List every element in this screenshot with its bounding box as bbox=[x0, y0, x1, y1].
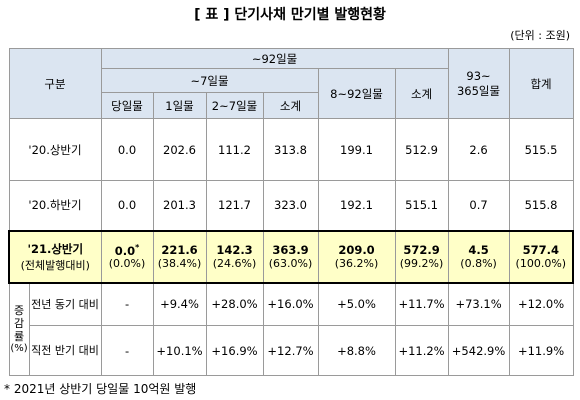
cell: 2.6 bbox=[447, 118, 510, 181]
cell: 4.5 (0.8%) bbox=[447, 229, 510, 284]
header-text: 365일물 bbox=[456, 83, 501, 98]
growth-row: 증감률 (%) 전년 동기 대비 - +9.4% +28.0% +16.0% +5.0% +11… bbox=[8, 282, 574, 376]
table: 구분 ~92일물 93~ 365일물 합계 ~7일물 8~92일물 소계 당일물 1… bbox=[7, 48, 575, 376]
cell: - bbox=[100, 282, 154, 326]
cell: 199.1 bbox=[317, 118, 396, 181]
growth-row: 직전 반기 대비 - +10.1% +16.9% +12.7% +8.8% +11.2% +5… bbox=[9, 325, 574, 376]
header-cell: 93~ 365일물 bbox=[447, 48, 510, 119]
header-cell: ~92일물 bbox=[100, 48, 449, 69]
header-cell: 당일물 bbox=[100, 92, 154, 119]
row-label: '20.하반기 bbox=[8, 180, 102, 231]
cell: +9.4% bbox=[152, 282, 207, 326]
cell: 323.0 bbox=[262, 180, 319, 231]
header-text: 93~ bbox=[466, 68, 491, 83]
cell: +542.9% bbox=[447, 325, 510, 376]
cell-value: 221.6 bbox=[161, 243, 198, 257]
cell: +11.2% bbox=[394, 325, 449, 376]
row-label: '21.상반기 (전체발행대비) bbox=[7, 229, 102, 284]
row: '20.상반기 0.0 202.6 111.2 313.8 199.1 512.9 2.6 51… bbox=[8, 118, 574, 181]
cell: +28.0% bbox=[205, 282, 264, 326]
cell: +12.0% bbox=[508, 282, 574, 326]
cell: 192.1 bbox=[317, 180, 396, 231]
header-cell: ~7일물 bbox=[100, 68, 319, 93]
cell-share: (99.2%) bbox=[399, 257, 444, 270]
cell-value: 577.4 bbox=[522, 243, 559, 257]
cell-value: 4.5 bbox=[468, 243, 489, 257]
cell-share: (0.0%) bbox=[108, 257, 146, 271]
cell: - bbox=[100, 325, 154, 376]
cell: 515.8 bbox=[508, 180, 574, 231]
footnote: * 2021년 상반기 당일물 10억원 발행 bbox=[4, 382, 197, 396]
cell: +73.1% bbox=[447, 282, 510, 326]
cell: 111.2 bbox=[205, 118, 264, 181]
cell: 0.0 bbox=[100, 118, 154, 181]
header-cell: 구분 bbox=[8, 48, 102, 119]
cell: 221.6 (38.4%) bbox=[152, 229, 207, 284]
cell-share: (63.0%) bbox=[268, 257, 313, 270]
cell: 515.1 bbox=[394, 180, 449, 231]
cell-share: (36.2%) bbox=[334, 257, 379, 270]
header-cell: 8~92일물 bbox=[317, 68, 396, 119]
cell: 202.6 bbox=[152, 118, 207, 181]
cell: +10.1% bbox=[152, 325, 207, 376]
cell-share: (0.8%) bbox=[460, 257, 497, 270]
highlight-row: '21.상반기 (전체발행대비) 0.0* (0.0%) 221.6 (38.4%) 142… bbox=[7, 229, 575, 284]
cell: 0.0* (0.0%) bbox=[100, 229, 154, 284]
title: [ 표 ] 단기사채 만기별 발행현황 bbox=[194, 7, 386, 23]
cell-share: (38.4%) bbox=[157, 257, 202, 270]
cell-value: 363.9 bbox=[272, 243, 309, 257]
row-label: 직전 반기 대비 bbox=[28, 325, 102, 376]
cell: +5.0% bbox=[317, 282, 396, 326]
growth-unit: (%) bbox=[10, 343, 28, 355]
cell: 577.4 (100.0%) bbox=[508, 229, 575, 284]
row-sublabel: (전체발행대비) bbox=[20, 258, 90, 272]
unit: (단위 : 조원) bbox=[510, 29, 570, 42]
row: '20.하반기 0.0 201.3 121.7 323.0 192.1 515.1 0.7 51… bbox=[8, 180, 574, 231]
cell: +11.9% bbox=[508, 325, 574, 376]
cell: 121.7 bbox=[205, 180, 264, 231]
cell: 0.0 bbox=[100, 180, 154, 231]
cell: +8.8% bbox=[317, 325, 396, 376]
header-cell: 1일물 bbox=[152, 92, 207, 119]
note-mark: * bbox=[135, 242, 140, 252]
cell: 313.8 bbox=[262, 118, 319, 181]
cell-value: 142.3 bbox=[216, 243, 253, 257]
row-label-text: '21.상반기 bbox=[27, 241, 84, 256]
cell: 512.9 bbox=[394, 118, 449, 181]
growth-label: 증감률 (%) bbox=[8, 282, 30, 376]
row-label: '20.상반기 bbox=[8, 118, 102, 181]
growth-label-text: 증감률 bbox=[13, 304, 25, 344]
cell: +16.0% bbox=[262, 282, 319, 326]
cell: +11.7% bbox=[394, 282, 449, 326]
header-cell: 소계 bbox=[394, 68, 449, 119]
cell-value: 572.9 bbox=[403, 243, 440, 257]
cell-share: (100.0%) bbox=[515, 257, 567, 270]
cell: 201.3 bbox=[152, 180, 207, 231]
cell: 0.7 bbox=[447, 180, 510, 231]
cell: 515.5 bbox=[508, 118, 574, 181]
cell: +16.9% bbox=[205, 325, 264, 376]
cell-value: 0.0 bbox=[114, 243, 136, 258]
cell: +12.7% bbox=[262, 325, 319, 376]
cell: 142.3 (24.6%) bbox=[205, 229, 264, 284]
cell: 209.0 (36.2%) bbox=[317, 229, 396, 284]
row-label: 전년 동기 대비 bbox=[28, 282, 102, 326]
cell: 572.9 (99.2%) bbox=[394, 229, 449, 284]
cell-value: 209.0 bbox=[338, 243, 375, 257]
header-cell: 합계 bbox=[508, 48, 574, 119]
cell-share: (24.6%) bbox=[212, 257, 257, 270]
header-cell: 소계 bbox=[262, 92, 319, 119]
header-cell: 2~7일물 bbox=[205, 92, 264, 119]
cell: 363.9 (63.0%) bbox=[262, 229, 319, 284]
